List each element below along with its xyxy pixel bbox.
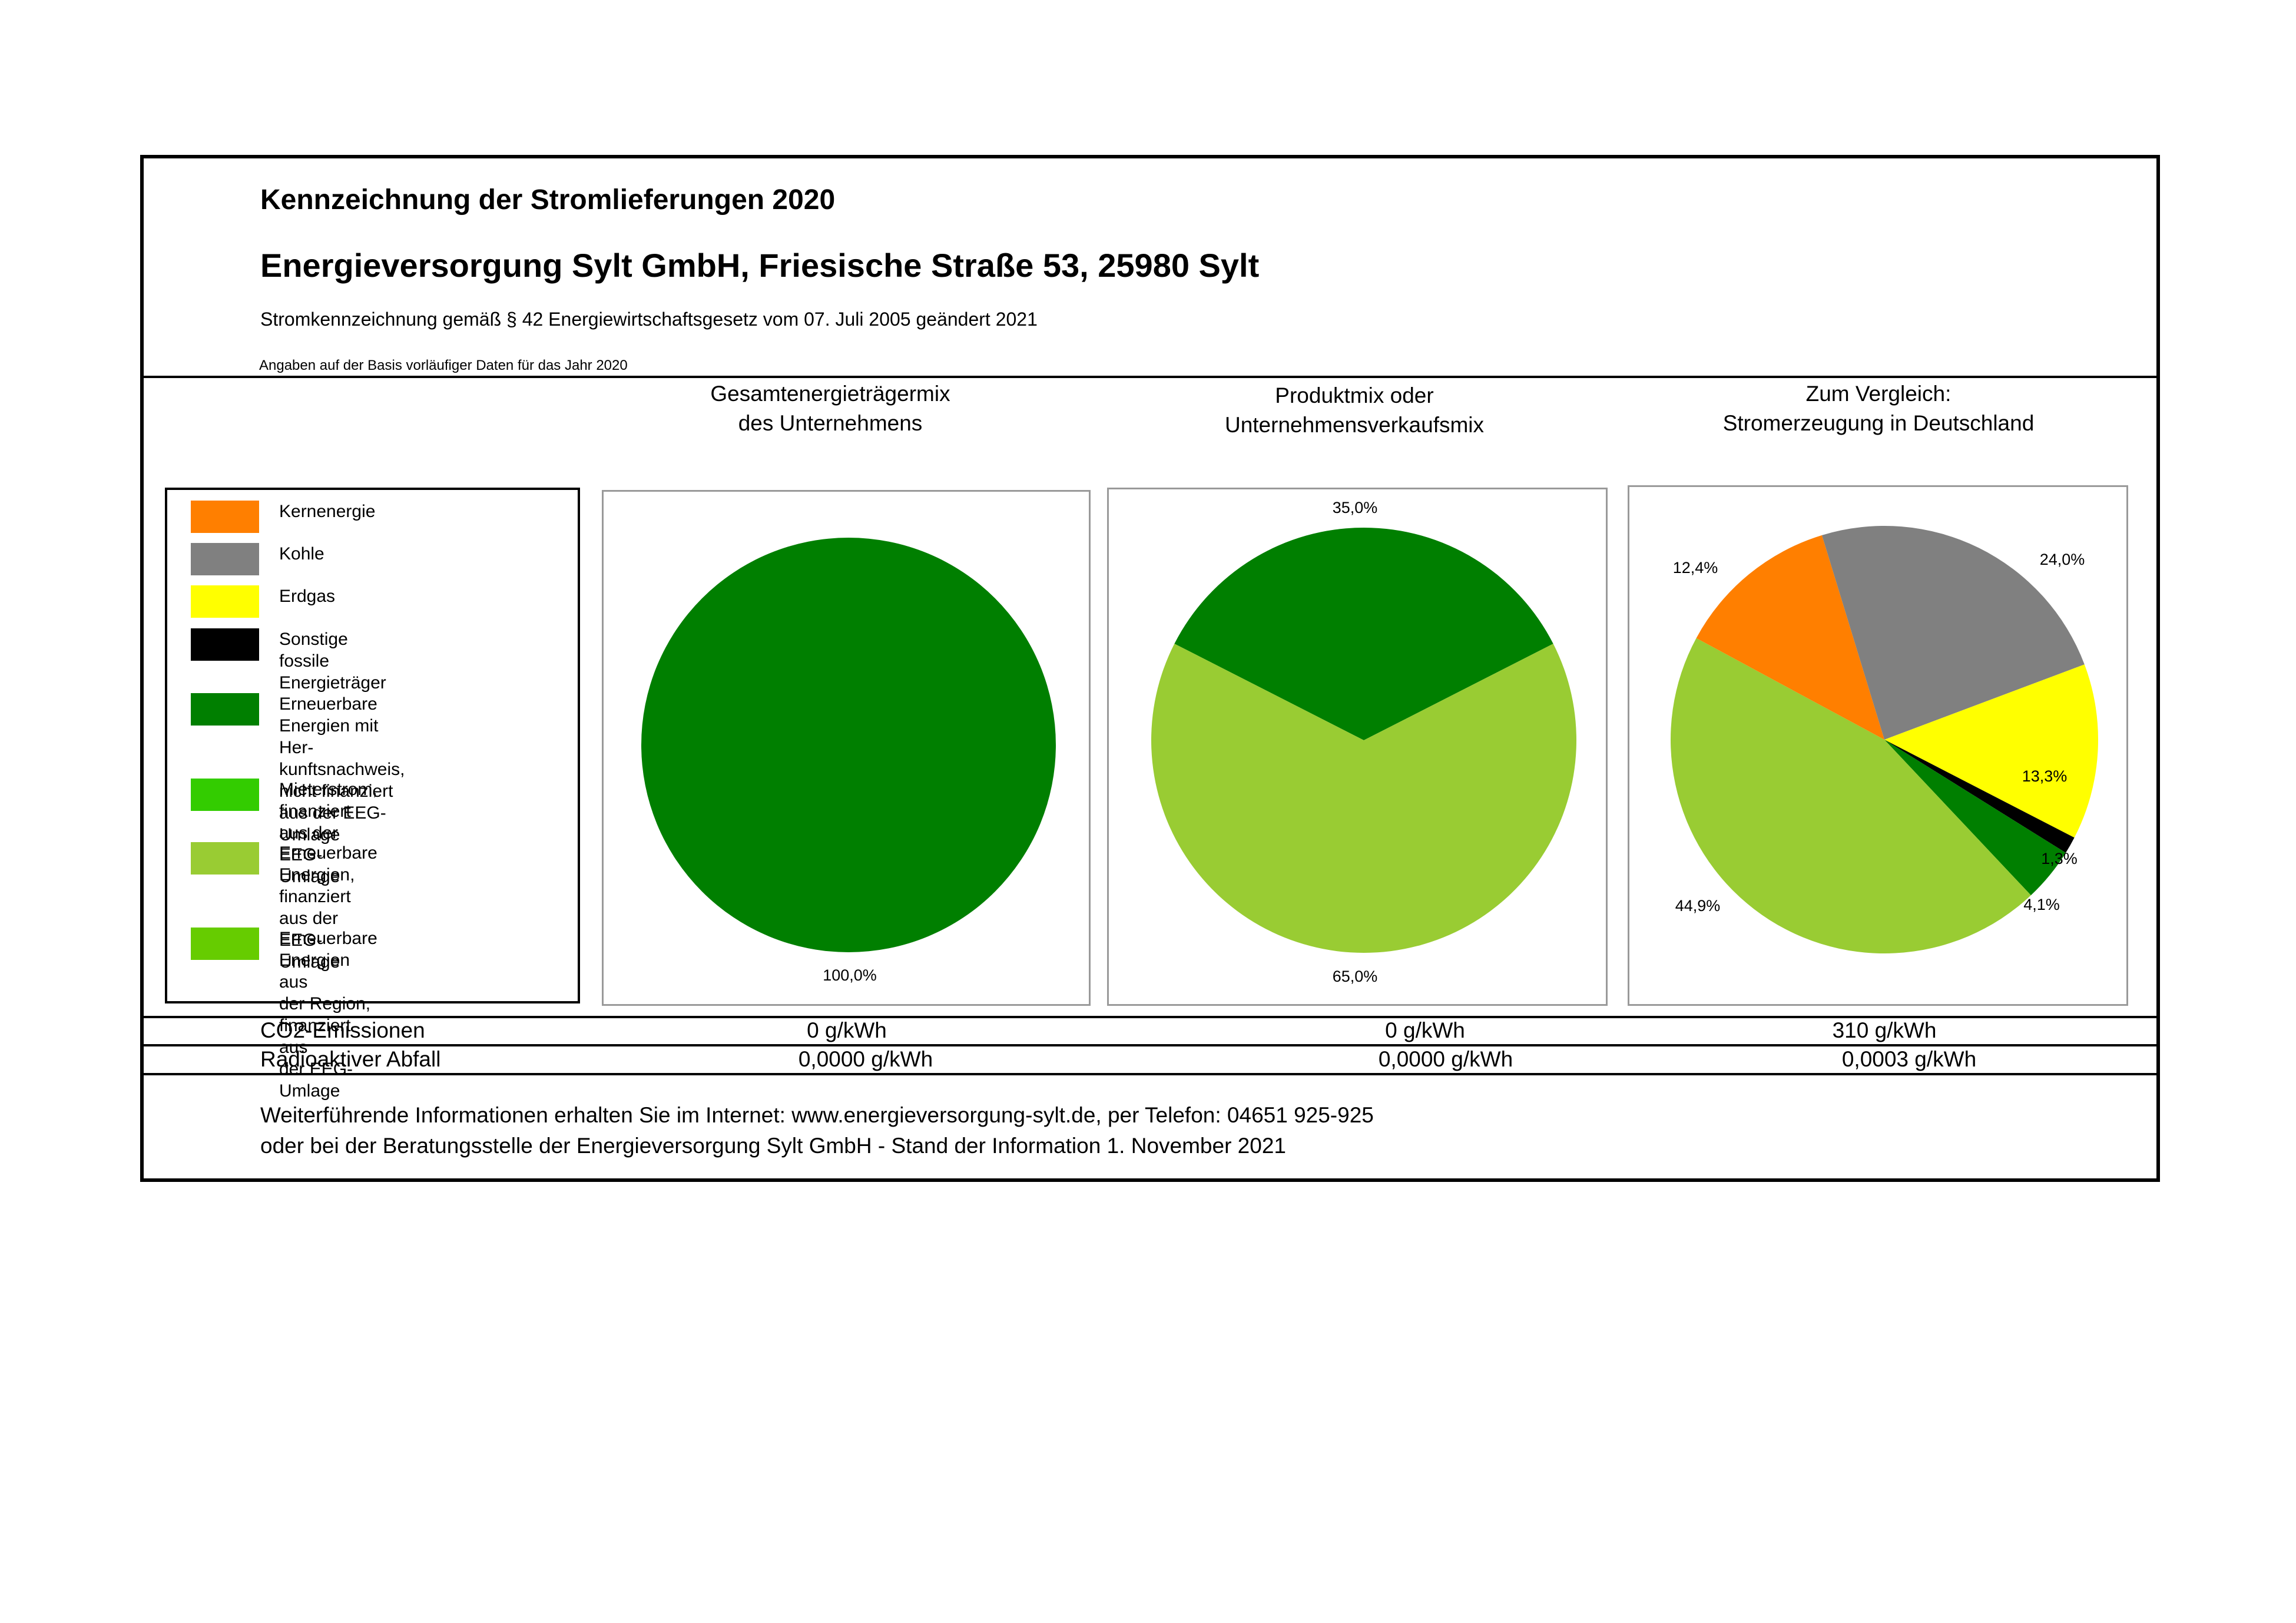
legend-label: Kohle — [279, 544, 324, 564]
pie-chart-germany-mix: 24,0% 13,3% 1,3% 4,1% 44,9% 12,4% — [1671, 525, 2099, 953]
waste-value-product: 0,0000 g/kWh — [1378, 1047, 1513, 1071]
data-basis-note: Angaben auf der Basis vorläufiger Daten … — [259, 357, 628, 373]
waste-row-top-divider — [140, 1044, 2160, 1046]
pie-slice-2-1 — [1884, 664, 2099, 838]
chart-germany-mix: 24,0% 13,3% 1,3% 4,1% 44,9% 12,4% — [1628, 485, 2128, 1006]
legend-swatch — [191, 501, 259, 533]
legend-label: Erneuerbare Energien aus der Region, fin… — [279, 929, 377, 1101]
pie-slice-2-2 — [1884, 740, 2075, 853]
pie-slice-0-0 — [641, 538, 1056, 952]
pie-slice-2-4 — [1671, 638, 2031, 953]
waste-value-germany: 0,0003 g/kWh — [1841, 1047, 1977, 1071]
pie-slice-2-0 — [1821, 525, 2085, 740]
pie-data-label-0-0: 100,0% — [823, 966, 877, 984]
pie-chart-product-mix: 35,0% 65,0% — [1151, 499, 1576, 985]
label-frame — [140, 155, 2160, 1182]
chart-product-mix: 35,0% 65,0% — [1107, 488, 1608, 1006]
column-heading-product-mix: Produktmix oder Unternehmensverkaufsmix — [1224, 383, 1485, 437]
column-heading-germany-mix: Zum Vergleich: Stromerzeugung in Deutsch… — [1722, 382, 2035, 435]
co2-value-germany: 310 g/kWh — [1832, 1018, 1937, 1042]
legend-swatch — [191, 628, 259, 661]
legend-swatch — [191, 842, 259, 875]
legend-label: Sonstige fossile Energieträger — [279, 630, 386, 693]
legend-label: Erdgas — [279, 587, 336, 606]
page-title: Kennzeichnung der Stromlieferungen 2020 — [260, 184, 836, 216]
pie-data-label-2-3: 4,1% — [2023, 896, 2060, 913]
pie-data-label-1-0: 35,0% — [1333, 499, 1378, 516]
header-divider — [140, 376, 2160, 378]
pie-slice-2-3 — [1884, 740, 2066, 896]
legend-swatch — [191, 928, 259, 960]
legend-label: Mieterstrom, finanziert aus der EEG-Umla… — [279, 780, 377, 886]
co2-row-top-divider — [140, 1016, 2160, 1018]
waste-value-company: 0,0000 g/kWh — [798, 1047, 933, 1071]
pie-data-label-2-5: 12,4% — [1673, 559, 1718, 577]
footer-line-2: oder bei der Beratungsstelle der Energie… — [260, 1134, 1286, 1158]
pie-slice-1-1 — [1151, 644, 1576, 953]
pie-slice-2-5 — [1696, 535, 1884, 740]
pie-data-label-1-1: 65,0% — [1333, 968, 1378, 985]
pie-slice-1-0 — [1174, 528, 1553, 740]
pie-chart-company-mix: 100,0% — [641, 538, 1056, 984]
footer-line-1: Weiterführende Informationen erhalten Si… — [260, 1103, 1374, 1127]
chart-company-mix: 100,0% — [602, 490, 1091, 1006]
co2-value-product: 0 g/kWh — [1385, 1018, 1465, 1042]
pie-data-label-2-0: 24,0% — [2040, 551, 2085, 568]
footer-divider — [140, 1073, 2160, 1075]
legend-label: Erneuerbare Energien, finanziert aus der… — [279, 843, 377, 972]
legend-swatch — [191, 585, 259, 618]
column-heading-company-mix: Gesamtenergieträgermix des Unternehmens — [710, 382, 950, 435]
legend: Kernenergie Kohle Erdgas Sonstige fossil… — [165, 488, 580, 1101]
pie-data-label-2-2: 1,3% — [2041, 850, 2078, 867]
co2-value-company: 0 g/kWh — [807, 1018, 887, 1042]
waste-label: Radioaktiver Abfall — [260, 1047, 441, 1071]
legend-swatch — [191, 543, 259, 575]
legal-basis: Stromkennzeichnung gemäß § 42 Energiewir… — [260, 309, 1038, 330]
company-name: Energieversorgung Sylt GmbH, Friesische … — [260, 247, 1260, 284]
legend-swatch — [191, 693, 259, 726]
legend-swatch — [191, 779, 259, 811]
co2-label: CO2-Emissionen — [260, 1018, 425, 1042]
legend-label: Erneuerbare Energien mit Her- kunftsnach… — [279, 694, 405, 844]
legend-label: Kernenergie — [279, 502, 376, 521]
pie-data-label-2-4: 44,9% — [1675, 897, 1721, 915]
pie-data-label-2-1: 13,3% — [2022, 767, 2068, 785]
